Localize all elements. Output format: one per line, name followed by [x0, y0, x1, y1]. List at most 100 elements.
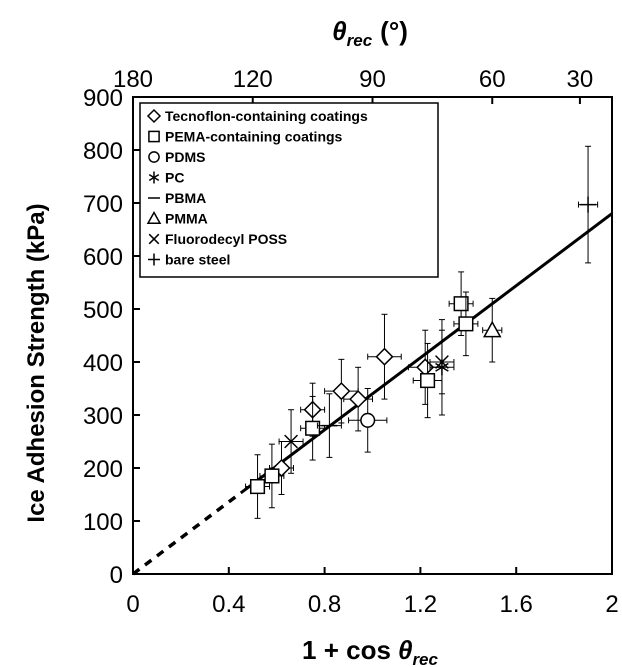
diamond-marker — [375, 347, 394, 366]
data-point — [407, 329, 443, 405]
x-tick-label: 2 — [605, 591, 618, 618]
legend-label: PEMA-containing coatings — [165, 129, 343, 145]
data-point — [482, 297, 503, 363]
marker-square — [249, 479, 266, 495]
marker-square — [420, 373, 436, 389]
legend-entry: PBMA — [148, 190, 206, 206]
marker-square — [264, 468, 280, 484]
top-axis-title-unit: (°) — [380, 16, 408, 46]
marker-square — [305, 420, 321, 436]
data-point — [278, 409, 304, 474]
fit-line-dashed — [131, 491, 242, 576]
legend-entry: PEMA-containing coatings — [148, 129, 343, 145]
x-tick-label: 1.2 — [404, 591, 437, 618]
data-point — [300, 395, 326, 461]
legend-label: Tecnoflon-containing coatings — [165, 108, 368, 124]
y-tick-label: 900 — [83, 85, 123, 112]
y-axis-title: Ice Adhesion Strength (kPa) — [23, 203, 50, 522]
legend-label: Fluorodecyl POSS — [165, 231, 287, 247]
top-tick-label: 120 — [233, 66, 273, 93]
diamond-marker — [146, 108, 162, 124]
top-tick-label: 180 — [113, 66, 153, 93]
data-point — [245, 454, 271, 519]
x-axis-title-main: 1 + cos — [302, 635, 391, 665]
square-marker — [264, 468, 280, 484]
top-tick-label: 90 — [359, 66, 386, 93]
data-point — [324, 358, 359, 424]
legend-entry: bare steel — [148, 252, 230, 268]
legend: Tecnoflon-containing coatings PEMA-contai… — [139, 102, 439, 278]
square-marker — [305, 420, 321, 436]
series-triangle — [482, 297, 503, 363]
data-point — [348, 388, 388, 453]
x-tick-label: 0.4 — [212, 591, 245, 618]
marker-circle — [148, 151, 160, 163]
legend-entry: Tecnoflon-containing coatings — [146, 108, 368, 124]
marker-diamond — [146, 108, 162, 124]
series-plus — [577, 145, 599, 264]
series-square — [245, 271, 479, 519]
legend-entry: PMMA — [146, 210, 208, 227]
circle-marker — [148, 151, 160, 163]
data-point — [429, 329, 455, 395]
marker-square — [453, 296, 469, 312]
data-point — [412, 342, 443, 419]
y-tick-label: 400 — [83, 350, 123, 377]
y-tick-label: 100 — [83, 509, 123, 536]
marker-asterisk — [148, 171, 160, 184]
y-tick-label: 300 — [83, 403, 123, 430]
square-marker — [249, 479, 266, 495]
marker-x — [148, 233, 160, 245]
y-tick-label: 800 — [83, 138, 123, 165]
top-axis-title-symbol: θ — [332, 16, 347, 46]
top-tick-label: 60 — [479, 66, 506, 93]
series-diamond — [269, 313, 443, 495]
legend-label: PBMA — [165, 190, 206, 206]
marker-triangle — [482, 320, 502, 338]
x-stroke — [148, 233, 160, 245]
data-point — [453, 291, 479, 357]
triangle-marker — [482, 320, 502, 338]
data-point — [367, 313, 402, 400]
y-tick-label: 0 — [110, 562, 123, 589]
x-tick-label: 1.6 — [500, 591, 533, 618]
triangle-marker — [146, 210, 162, 225]
square-marker — [420, 373, 436, 389]
marker-square — [148, 130, 160, 143]
square-marker — [458, 316, 474, 332]
plot-area: 0 0.4 0.8 1.2 1.6 2 0 100 200 300 400 500 600 700 800 9… — [83, 66, 619, 618]
marker-square — [458, 316, 474, 332]
marker-triangle — [146, 210, 162, 225]
data-point — [577, 145, 599, 264]
y-tick-label: 200 — [83, 456, 123, 483]
y-tick-label: 600 — [83, 244, 123, 271]
y-tick-label: 700 — [83, 191, 123, 218]
series-x — [278, 329, 455, 474]
circle-marker — [360, 412, 376, 428]
diamond-marker — [332, 382, 351, 401]
marker-plus — [148, 253, 160, 266]
data-point — [259, 443, 285, 509]
series-dash — [316, 393, 342, 458]
marker-diamond — [349, 390, 368, 409]
marker-x — [284, 434, 299, 449]
x-tick-label: 0 — [126, 591, 139, 618]
marker-diamond — [375, 347, 394, 366]
legend-entry: PDMS — [148, 149, 205, 165]
fit-line — [239, 212, 613, 495]
x-axis-title-symbol: θ — [398, 635, 413, 665]
square-marker — [453, 296, 469, 312]
top-axis-title: θrec (°) — [332, 16, 408, 50]
legend-box — [139, 102, 439, 278]
asterisk-stroke — [148, 173, 160, 182]
y-tick-label: 500 — [83, 297, 123, 324]
x-axis-title-subscript: rec — [412, 650, 438, 667]
x-stroke — [435, 355, 449, 369]
legend-label: PC — [165, 170, 184, 186]
marker-circle — [360, 412, 376, 428]
data-point — [316, 393, 342, 458]
top-tick-label: 30 — [567, 66, 594, 93]
marker-diamond — [332, 382, 351, 401]
series-circle — [348, 388, 388, 453]
top-axis-title-subscript: rec — [347, 31, 373, 50]
